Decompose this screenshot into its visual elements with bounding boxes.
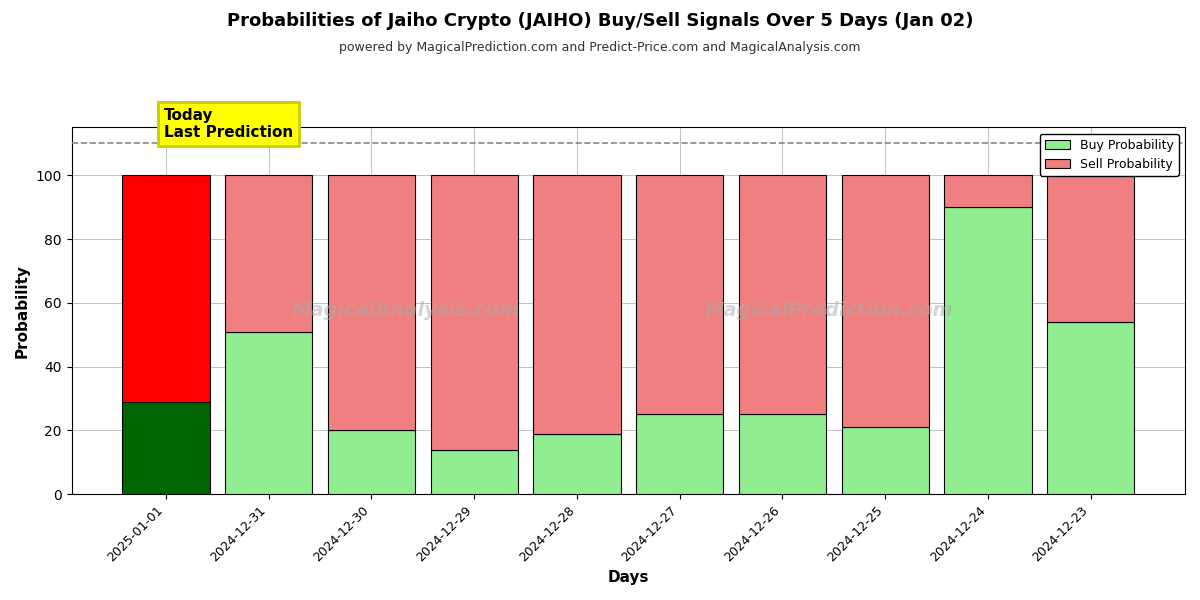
Bar — [1048, 175, 1134, 322]
Legend: Buy Probability, Sell Probability: Buy Probability, Sell Probability — [1040, 134, 1178, 176]
Bar — [328, 175, 415, 430]
Text: Today
Last Prediction: Today Last Prediction — [164, 107, 293, 140]
Bar — [122, 402, 210, 494]
Bar — [944, 207, 1032, 494]
Text: MagicalPrediction.com: MagicalPrediction.com — [704, 301, 953, 320]
Bar — [431, 449, 518, 494]
Bar — [328, 430, 415, 494]
X-axis label: Days: Days — [607, 570, 649, 585]
Y-axis label: Probability: Probability — [16, 264, 30, 358]
Bar — [533, 175, 620, 434]
Bar — [636, 175, 724, 415]
Bar — [944, 175, 1032, 207]
Bar — [841, 427, 929, 494]
Bar — [1048, 322, 1134, 494]
Text: MagicalAnalysis.com: MagicalAnalysis.com — [292, 301, 520, 320]
Text: powered by MagicalPrediction.com and Predict-Price.com and MagicalAnalysis.com: powered by MagicalPrediction.com and Pre… — [340, 41, 860, 54]
Bar — [739, 175, 826, 415]
Bar — [841, 175, 929, 427]
Bar — [739, 415, 826, 494]
Bar — [636, 415, 724, 494]
Text: Probabilities of Jaiho Crypto (JAIHO) Buy/Sell Signals Over 5 Days (Jan 02): Probabilities of Jaiho Crypto (JAIHO) Bu… — [227, 12, 973, 30]
Bar — [122, 175, 210, 402]
Bar — [431, 175, 518, 449]
Bar — [533, 434, 620, 494]
Bar — [226, 332, 312, 494]
Bar — [226, 175, 312, 332]
